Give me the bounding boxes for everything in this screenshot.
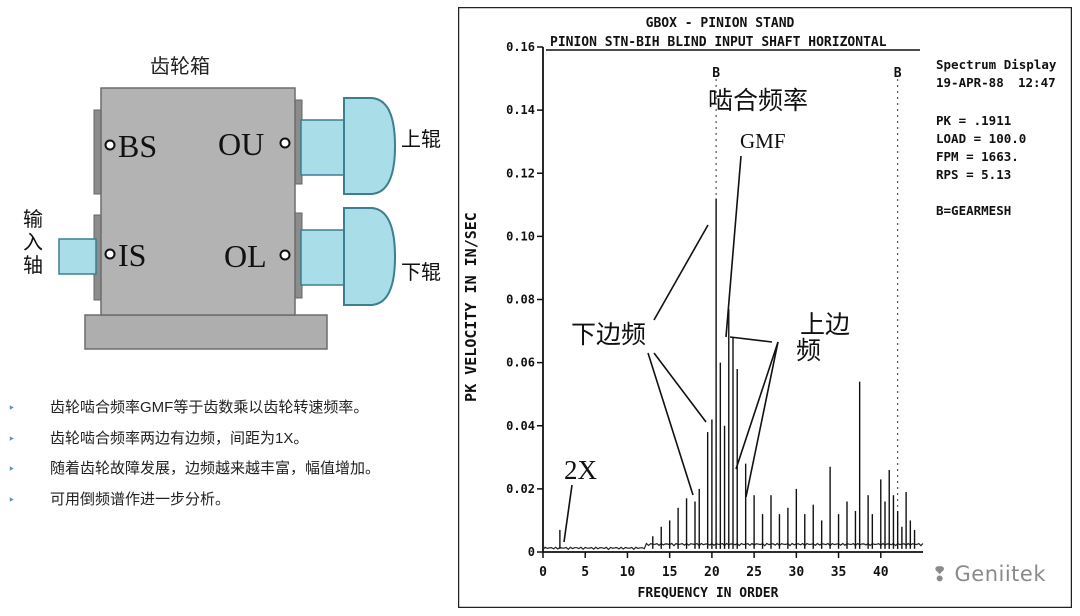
upper-sideband-pointer-2	[735, 341, 779, 470]
marker-b-label-1: B	[712, 66, 720, 81]
bullet-icon: ‣	[8, 431, 16, 446]
y-tick-label: 0.14	[506, 103, 535, 117]
wechat-icon: ❢	[931, 562, 949, 586]
info-load: LOAD = 100.0	[936, 131, 1026, 146]
bullet-icon: ‣	[8, 492, 16, 507]
info-display: Spectrum Display	[936, 57, 1057, 72]
annotation-arrows	[563, 155, 779, 543]
gmf-pointer	[725, 155, 742, 338]
port-is-icon	[104, 248, 116, 260]
annotation-2x: 2X	[564, 455, 598, 485]
lower-roll-shaft	[300, 229, 349, 286]
y-tick-label: 0	[528, 545, 535, 559]
x-axis-title: FREQUENCY IN ORDER	[638, 586, 779, 601]
upper-roll-label: 上辊	[401, 127, 441, 151]
bullet-item: ‣ 可用倒频谱作进一步分析。	[8, 490, 231, 508]
upper-sideband-pointer-3	[745, 341, 779, 498]
x-tick-label: 0	[539, 565, 547, 580]
spectrum-figure: GBOX - PINION STAND PINION STN-BIH BLIND…	[458, 7, 1072, 608]
chart-axes: 0 0.02 0.04 0.06 0.08 0.10 0.12 0.14 0.16 0 5 10 15 2…	[506, 40, 923, 580]
x-tick-label: 25	[746, 565, 762, 580]
x-tick-label: 40	[873, 565, 889, 580]
port-is-label: IS	[118, 237, 146, 273]
gearbox-housing	[100, 87, 296, 316]
annotation-upper-sideband-1: 上边	[800, 310, 850, 339]
bullet-item: ‣ 齿轮啮合频率两边有边频，间距为1X。	[8, 429, 309, 447]
lower-sideband-pointer-1	[653, 224, 709, 321]
marker-b-label-2: B	[894, 66, 902, 81]
gearbox-base	[84, 314, 328, 350]
lower-roll-label: 下辊	[401, 260, 441, 284]
y-tick-label: 0.02	[506, 482, 535, 496]
annotation-gmf-cn: 啮合频率	[708, 86, 808, 115]
upper-sideband-pointer-1	[729, 336, 773, 343]
port-ol-icon	[279, 249, 291, 261]
x-tick-label: 20	[704, 565, 720, 580]
lower-sideband-pointer-3	[647, 352, 694, 496]
input-shaft-label-2: 入	[23, 230, 43, 254]
watermark: ❢ Geniitek	[931, 562, 1046, 586]
info-date: 19-APR-88	[936, 75, 1004, 90]
port-bs-label: BS	[118, 128, 157, 164]
annotation-gmf-en: GMF	[740, 129, 786, 153]
x-tick-label: 5	[581, 565, 589, 580]
gearbox-diagram: BS OU IS OL 上辊 下辊 输 入 轴	[23, 87, 441, 350]
lower-roll	[343, 207, 397, 306]
info-fpm: FPM = 1663.	[936, 149, 1019, 164]
gearbox-title: 齿轮箱	[150, 56, 210, 78]
port-ou-icon	[279, 137, 291, 149]
y-tick-label: 0.16	[506, 40, 535, 54]
y-tick-label: 0.12	[506, 166, 535, 180]
info-rps: RPS = 5.13	[936, 167, 1011, 182]
y-tick-label: 0.04	[506, 419, 535, 433]
info-legend: B=GEARMESH	[936, 203, 1011, 218]
upper-roll	[343, 97, 397, 195]
spectrum-header-2: PINION STN-BIH BLIND INPUT SHAFT HORIZON…	[550, 35, 887, 50]
two-x-pointer	[563, 484, 573, 543]
bullet-icon: ‣	[8, 462, 16, 476]
x-tick-label: 10	[620, 565, 636, 580]
y-tick-label: 0.06	[506, 356, 535, 370]
y-tick-label: 0.08	[506, 293, 535, 307]
input-shaft-label-1: 输	[23, 207, 43, 231]
bullet-item: ‣ 齿轮啮合频率GMF等于齿数乘以齿轮转速频率。	[8, 399, 369, 416]
annotation-upper-sideband-2: 频	[796, 336, 821, 365]
port-bs-icon	[104, 139, 116, 151]
y-tick-label: 0.10	[506, 229, 535, 243]
x-tick-label: 35	[831, 565, 847, 580]
info-time: 12:47	[1018, 75, 1056, 90]
x-tick-label: 15	[662, 565, 678, 580]
bullet-item: ‣ 随着齿轮故障发展，边频越来越丰富，幅值增加。	[8, 460, 381, 477]
chart-series	[542, 198, 924, 551]
spectrum-frame	[458, 7, 1072, 608]
spectrum-header-1: GBOX - PINION STAND	[646, 16, 795, 31]
lower-sideband-pointer-2	[653, 352, 707, 423]
input-shaft	[58, 238, 97, 275]
y-axis-title: PK VELOCITY IN IN/SEC	[462, 212, 480, 402]
info-pk: PK = .1911	[936, 113, 1011, 128]
input-shaft-label-3: 轴	[23, 253, 43, 277]
x-tick-label: 30	[789, 565, 805, 580]
port-ol-label: OL	[224, 238, 267, 274]
upper-roll-shaft	[300, 119, 349, 176]
bullet-list: ‣ 齿轮啮合频率GMF等于齿数乘以齿轮转速频率。 ‣ 齿轮啮合频率两边有边频，间距为…	[8, 398, 458, 520]
bullet-icon: ‣	[8, 401, 16, 415]
annotation-lower-sideband: 下边频	[571, 320, 646, 349]
port-ou-label: OU	[218, 126, 264, 162]
